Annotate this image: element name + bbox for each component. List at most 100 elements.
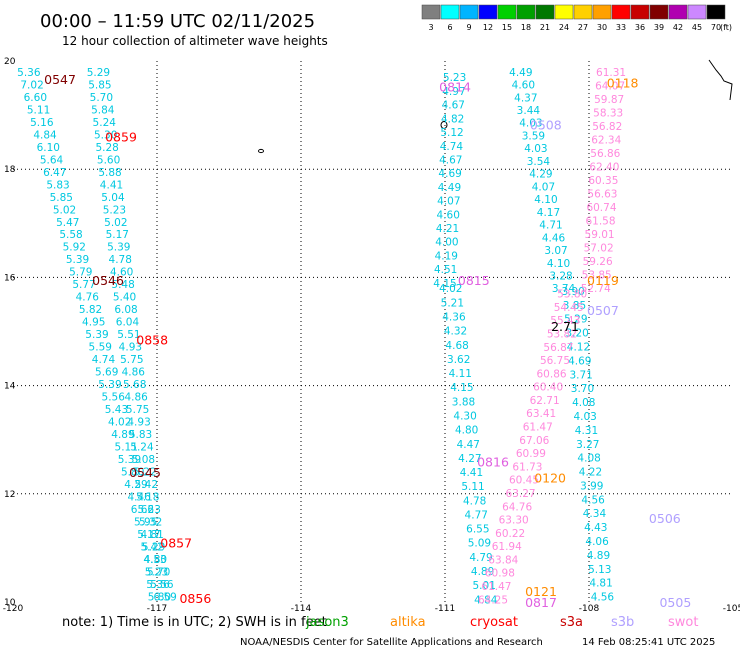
wave-height-value: 4.02 bbox=[108, 417, 131, 429]
wave-height-value: 56.82 bbox=[592, 121, 622, 133]
wave-height-value: 59.01 bbox=[585, 229, 615, 241]
x-tick-label: -111 bbox=[435, 604, 455, 614]
wave-height-value: 4.27 bbox=[458, 453, 481, 465]
wave-height-value: 4.76 bbox=[76, 292, 100, 304]
legend-label: 24 bbox=[559, 23, 569, 32]
wave-height-value: 5.23 bbox=[138, 504, 161, 516]
satellite-name: jason3 bbox=[305, 615, 349, 630]
wave-height-value: 4.79 bbox=[469, 552, 492, 564]
wave-height-value: 4.41 bbox=[100, 179, 123, 191]
satellite-name: s3a bbox=[560, 615, 583, 630]
wave-height-value: 4.29 bbox=[124, 479, 147, 491]
wave-height-value: 4.41 bbox=[460, 467, 483, 479]
wave-height-value: 4.86 bbox=[124, 392, 148, 404]
wave-height-value: 5.24 bbox=[130, 442, 154, 454]
pass-time-label: 0856 bbox=[179, 591, 211, 606]
pass-time-label: 2.71 bbox=[551, 319, 579, 334]
wave-height-value: 4.60 bbox=[437, 209, 460, 221]
wave-height-value: 4.02 bbox=[439, 283, 462, 295]
wave-height-value: 63.30 bbox=[499, 515, 529, 527]
legend-label: 18 bbox=[521, 23, 531, 32]
legend-label: 70 bbox=[711, 23, 721, 32]
wave-height-value: 61.47 bbox=[481, 581, 511, 593]
wave-height-value: 4.69 bbox=[438, 168, 461, 180]
coastline bbox=[258, 59, 733, 154]
wave-height-value: 5.80 bbox=[121, 467, 144, 479]
wave-height-value: 4.78 bbox=[109, 254, 132, 266]
wave-height-value: 4.29 bbox=[529, 169, 552, 181]
wave-height-value: 4.36 bbox=[442, 311, 466, 323]
wave-height-value: 5.51 bbox=[117, 329, 140, 341]
wave-height-value: 5.17 bbox=[106, 229, 129, 241]
x-tick-label: -105 bbox=[723, 604, 740, 614]
wave-height-value: 63.84 bbox=[488, 554, 518, 566]
wave-height-value: 61.94 bbox=[492, 541, 522, 553]
wave-height-value: 3.88 bbox=[452, 396, 475, 408]
wave-height-value: 60.99 bbox=[516, 448, 546, 460]
wave-height-value: 4.89 bbox=[587, 550, 610, 562]
x-tick-label: -114 bbox=[291, 604, 312, 614]
wave-height-value: 5.39 bbox=[118, 454, 141, 466]
legend-swatch bbox=[611, 4, 631, 20]
wave-height-value: 5.70 bbox=[90, 92, 113, 104]
legend-label: 30 bbox=[597, 23, 607, 32]
wave-height-value: 61.58 bbox=[585, 216, 615, 228]
wave-height-value: 4.51 bbox=[434, 264, 457, 276]
wave-height-value: 60.74 bbox=[586, 202, 616, 214]
wave-height-value: 5.70 bbox=[147, 567, 170, 579]
wave-height-value: 60.45 bbox=[509, 475, 539, 487]
wave-height-value: 4.93 bbox=[119, 342, 142, 354]
legend-label: 9 bbox=[466, 23, 471, 32]
legend-swatch bbox=[535, 4, 555, 20]
wave-height-value: 5.22 bbox=[133, 467, 156, 479]
wave-height-value: 60.98 bbox=[485, 568, 515, 580]
wave-height-value: 5.09 bbox=[468, 538, 491, 550]
wave-height-value: 5.79 bbox=[69, 267, 92, 279]
legend-swatch bbox=[421, 4, 441, 20]
wave-height-value: 5.01 bbox=[473, 580, 496, 592]
wave-height-value: 3.90 bbox=[561, 286, 584, 298]
footer-note: note: 1) Time is in UTC; 2) SWH is in fe… bbox=[62, 615, 327, 630]
wave-height-value: 5.82 bbox=[79, 304, 102, 316]
wave-height-value: 5.39 bbox=[66, 254, 89, 266]
pass-time-label: 0857 bbox=[160, 535, 192, 550]
wave-height-value: 4.97 bbox=[442, 86, 465, 98]
wave-height-value: 5.85 bbox=[50, 192, 73, 204]
wave-height-value: 6.55 bbox=[466, 524, 489, 536]
wave-height-value: 59.26 bbox=[583, 256, 613, 268]
wave-height-value: 3.70 bbox=[571, 383, 594, 395]
wave-height-value: 4.03 bbox=[573, 411, 596, 423]
pass-time-label: 0505 bbox=[659, 595, 691, 610]
wave-height-value: 6.59 bbox=[153, 592, 176, 604]
wave-height-value: 5.02 bbox=[53, 204, 76, 216]
wave-height-points: 5.367.026.605.115.164.846.105.646.475.83… bbox=[17, 67, 626, 606]
pass-time-label: 0121 bbox=[525, 584, 557, 599]
wave-height-value: 4.11 bbox=[449, 368, 472, 380]
axis-ticks: -120 -117 -114 -111 -108 -105 10 12 14 16 18 20 bbox=[3, 57, 740, 614]
wave-height-value: 54.45 bbox=[554, 302, 584, 314]
wave-height-value: 57.02 bbox=[584, 243, 614, 255]
island-marker bbox=[258, 148, 264, 154]
wave-height-value: 3.07 bbox=[544, 245, 567, 257]
wave-height-value: 5.75 bbox=[120, 354, 143, 366]
legend-label: 42 bbox=[673, 23, 683, 32]
wave-height-value: 64.07 bbox=[595, 80, 625, 92]
pass-time-label: 0546 bbox=[92, 273, 124, 288]
wave-height-value: 4.68 bbox=[445, 340, 468, 352]
wave-height-value: 4.86 bbox=[122, 367, 146, 379]
wave-height-value: 5.32 bbox=[139, 517, 162, 529]
wave-height-value: 4.43 bbox=[584, 522, 607, 534]
wave-height-value: 4.77 bbox=[465, 509, 488, 521]
wave-height-value: 4.74 bbox=[440, 141, 464, 153]
wave-height-value: 3.62 bbox=[447, 354, 470, 366]
legend-label: 27 bbox=[578, 23, 588, 32]
wave-height-value: 5.40 bbox=[113, 292, 136, 304]
wave-height-value: 5.23 bbox=[443, 72, 466, 84]
wave-height-value: 4.56 bbox=[581, 494, 605, 506]
wave-height-value: 4.37 bbox=[514, 92, 537, 104]
legend-label: 36 bbox=[635, 23, 645, 32]
wave-height-value: 60.40 bbox=[533, 382, 563, 394]
wave-height-value: 61.47 bbox=[523, 422, 553, 434]
wave-height-value: 4.60 bbox=[512, 80, 535, 92]
wave-height-value: 5.39 bbox=[98, 379, 121, 391]
